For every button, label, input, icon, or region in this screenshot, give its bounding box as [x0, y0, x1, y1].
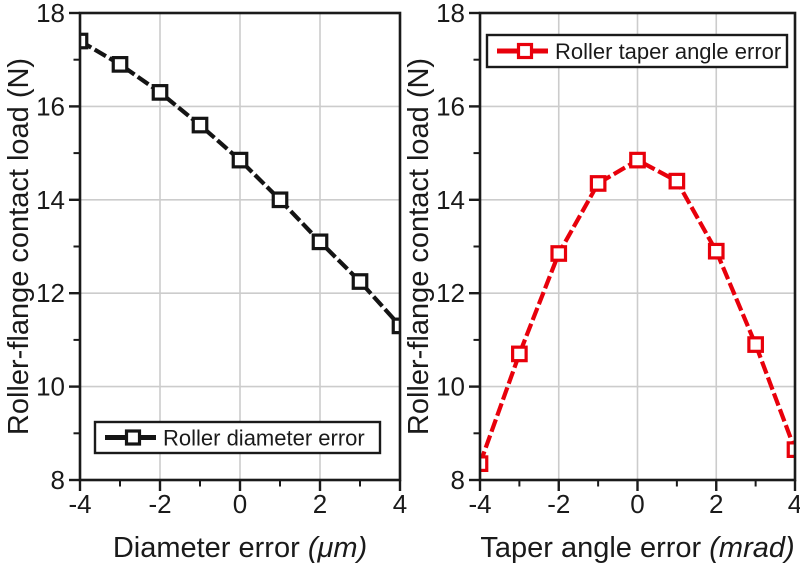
y-axis-title: Roller-flange contact load (N) [403, 58, 435, 435]
data-point-marker [231, 151, 249, 169]
y-axis-title: Roller-flange contact load (N) [3, 58, 35, 435]
y-axis-tick-label: 8 [51, 465, 65, 495]
data-point-marker [747, 336, 764, 353]
legend-label: Roller taper angle error [555, 39, 781, 64]
y-axis-tick-label: 14 [36, 185, 65, 215]
y-axis-tick-label: 10 [36, 372, 65, 402]
series-group [480, 151, 795, 473]
x-axis-tick-label: 0 [233, 489, 247, 519]
data-point-marker [589, 175, 607, 192]
data-point-marker [80, 32, 89, 50]
legend-marker [516, 42, 534, 60]
x-axis-tick-label: 0 [630, 489, 644, 519]
data-point-marker [629, 151, 646, 169]
x-axis-title: Taper angle error (mrad) [480, 532, 794, 564]
x-axis-tick-label: 4 [788, 489, 800, 519]
y-axis-tick-label: 8 [451, 465, 465, 495]
y-axis-tick-label: 12 [436, 278, 465, 308]
x-axis-title: Diameter error (μm) [113, 532, 367, 564]
legend-box [485, 33, 789, 69]
y-axis-tick-label: 16 [36, 91, 65, 121]
data-point-marker [351, 273, 369, 290]
data-point-marker [151, 84, 169, 101]
data-point-marker [480, 455, 489, 473]
data-point-marker [707, 242, 725, 260]
data-point-marker [111, 56, 129, 73]
x-axis-tick-label: -4 [468, 489, 491, 519]
y-axis-tick-label: 14 [436, 185, 465, 215]
legend: Roller diameter error [93, 420, 382, 455]
data-point-marker [550, 245, 568, 262]
data-point-marker [311, 233, 329, 251]
y-axis-tick-label: 10 [436, 372, 465, 402]
data-point-marker [191, 116, 209, 134]
y-axis-tick-label: 18 [436, 0, 465, 28]
left-panel: -4 -2 0 2 4 8 10 12 14 16 18 Diameter error (μm) Rol… [3, 0, 407, 564]
right-panel: -4 -2 0 2 4 8 10 12 14 16 18 Taper angle error (mra… [403, 0, 800, 564]
y-axis-tick-label: 16 [436, 91, 465, 121]
series-group [80, 32, 400, 335]
data-point-marker [271, 191, 289, 209]
x-axis-tick-label: 2 [313, 489, 327, 519]
x-axis-tick-label: -2 [148, 489, 171, 519]
x-axis-tick-label: -4 [68, 489, 91, 519]
data-point-marker [511, 345, 528, 363]
x-axis-tick-label: 2 [709, 489, 723, 519]
y-axis-tick-label: 12 [36, 278, 65, 308]
legend-marker [124, 429, 142, 446]
y-axis-tick-label: 18 [36, 0, 65, 28]
x-axis-tick-label: -2 [547, 489, 570, 519]
legend: Roller taper angle error [485, 33, 789, 69]
legend-label: Roller diameter error [163, 426, 365, 451]
data-point-marker [668, 172, 686, 190]
data-point-marker [786, 441, 795, 458]
data-point-marker [391, 317, 400, 335]
x-axis-tick-label: 4 [393, 489, 407, 519]
